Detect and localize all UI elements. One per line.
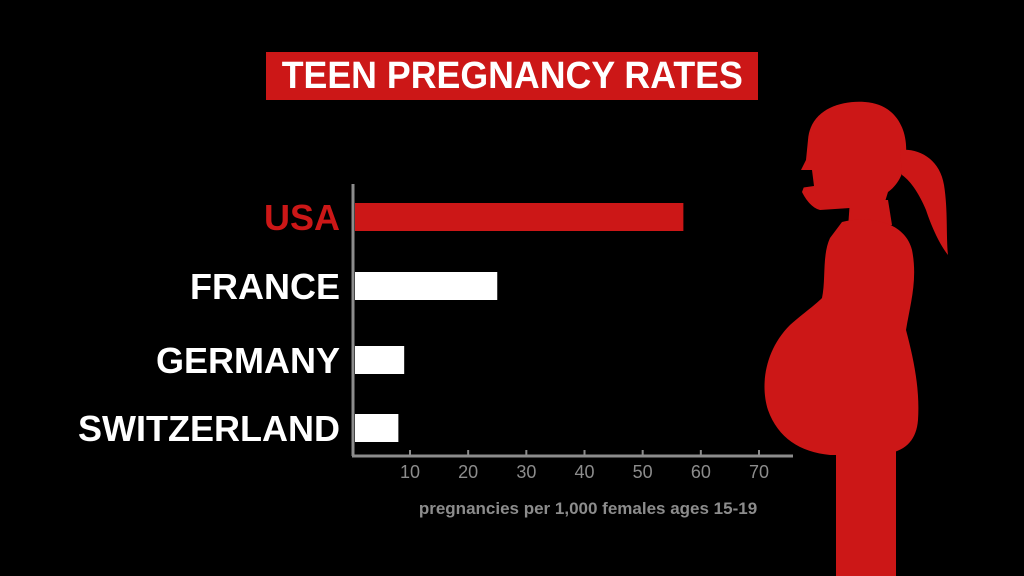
bar-switzerland [355,414,399,442]
x-tick-label-40: 40 [574,462,594,482]
category-label-germany: GERMANY [156,340,340,381]
bar-france [355,272,498,300]
x-tick-label-50: 50 [633,462,653,482]
bars-group [355,203,684,442]
x-tick-label-10: 10 [400,462,420,482]
x-tick-labels: 10 20 30 40 50 60 70 [400,450,769,482]
category-label-usa: USA [264,197,340,238]
category-label-switzerland: SWITZERLAND [78,408,340,449]
x-tick-label-70: 70 [749,462,769,482]
x-tick-label-20: 20 [458,462,478,482]
axes-group [351,184,793,458]
chart-title-banner: TEEN PREGNANCY RATES [266,52,758,100]
x-tick-label-30: 30 [516,462,536,482]
x-tick-label-60: 60 [691,462,711,482]
bar-usa [355,203,684,231]
bar-germany [355,346,405,374]
chart-title: TEEN PREGNANCY RATES [281,54,743,97]
x-axis-label: pregnancies per 1,000 females ages 15-19 [419,499,757,518]
category-label-france: FRANCE [190,266,340,307]
category-labels: USA FRANCE GERMANY SWITZERLAND [78,197,340,449]
